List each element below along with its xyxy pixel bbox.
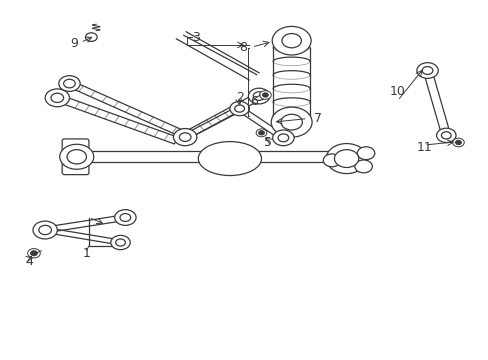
Circle shape	[115, 210, 136, 225]
Circle shape	[248, 88, 269, 104]
Circle shape	[51, 93, 63, 103]
Circle shape	[253, 92, 264, 100]
Circle shape	[354, 160, 372, 173]
Polygon shape	[237, 107, 285, 140]
Circle shape	[111, 235, 130, 249]
Text: 4: 4	[25, 255, 33, 268]
Text: 1: 1	[82, 247, 90, 260]
Circle shape	[28, 249, 40, 258]
Circle shape	[325, 144, 366, 174]
Circle shape	[452, 138, 463, 147]
Circle shape	[63, 79, 75, 88]
Circle shape	[262, 93, 268, 97]
Circle shape	[272, 130, 293, 146]
Circle shape	[59, 76, 80, 91]
Text: 8: 8	[239, 41, 246, 54]
Circle shape	[281, 114, 302, 130]
Circle shape	[229, 102, 249, 116]
Circle shape	[278, 134, 288, 142]
Polygon shape	[55, 95, 178, 144]
Circle shape	[179, 133, 191, 141]
Circle shape	[441, 132, 450, 139]
Polygon shape	[424, 76, 449, 136]
Polygon shape	[77, 151, 356, 162]
Circle shape	[173, 129, 197, 146]
Circle shape	[259, 91, 271, 99]
Circle shape	[39, 225, 51, 235]
Polygon shape	[44, 228, 121, 245]
Circle shape	[282, 33, 301, 48]
Circle shape	[85, 33, 97, 41]
Circle shape	[416, 63, 437, 78]
Polygon shape	[425, 70, 430, 77]
FancyBboxPatch shape	[62, 139, 89, 175]
Text: 9: 9	[70, 37, 78, 50]
Circle shape	[357, 147, 374, 159]
Circle shape	[436, 128, 455, 143]
Text: 10: 10	[389, 85, 405, 98]
Ellipse shape	[198, 141, 261, 176]
Circle shape	[67, 150, 86, 164]
Text: 6: 6	[250, 95, 258, 108]
Circle shape	[272, 26, 310, 55]
Circle shape	[334, 150, 358, 167]
Circle shape	[30, 251, 37, 256]
Circle shape	[116, 239, 125, 246]
Polygon shape	[183, 106, 241, 139]
Circle shape	[33, 221, 57, 239]
Text: 11: 11	[416, 141, 431, 154]
Circle shape	[455, 140, 460, 145]
Circle shape	[271, 107, 311, 137]
Circle shape	[256, 129, 266, 137]
Circle shape	[323, 154, 340, 167]
Polygon shape	[44, 215, 126, 233]
Text: 3: 3	[192, 31, 200, 44]
Text: 2: 2	[235, 91, 243, 104]
Circle shape	[60, 144, 94, 169]
Circle shape	[421, 67, 432, 75]
Text: 5: 5	[264, 136, 271, 149]
Circle shape	[45, 89, 69, 107]
Circle shape	[258, 131, 264, 135]
Circle shape	[234, 105, 244, 112]
Polygon shape	[67, 81, 188, 138]
Circle shape	[120, 213, 130, 221]
Polygon shape	[173, 93, 262, 144]
Text: 7: 7	[313, 112, 322, 125]
